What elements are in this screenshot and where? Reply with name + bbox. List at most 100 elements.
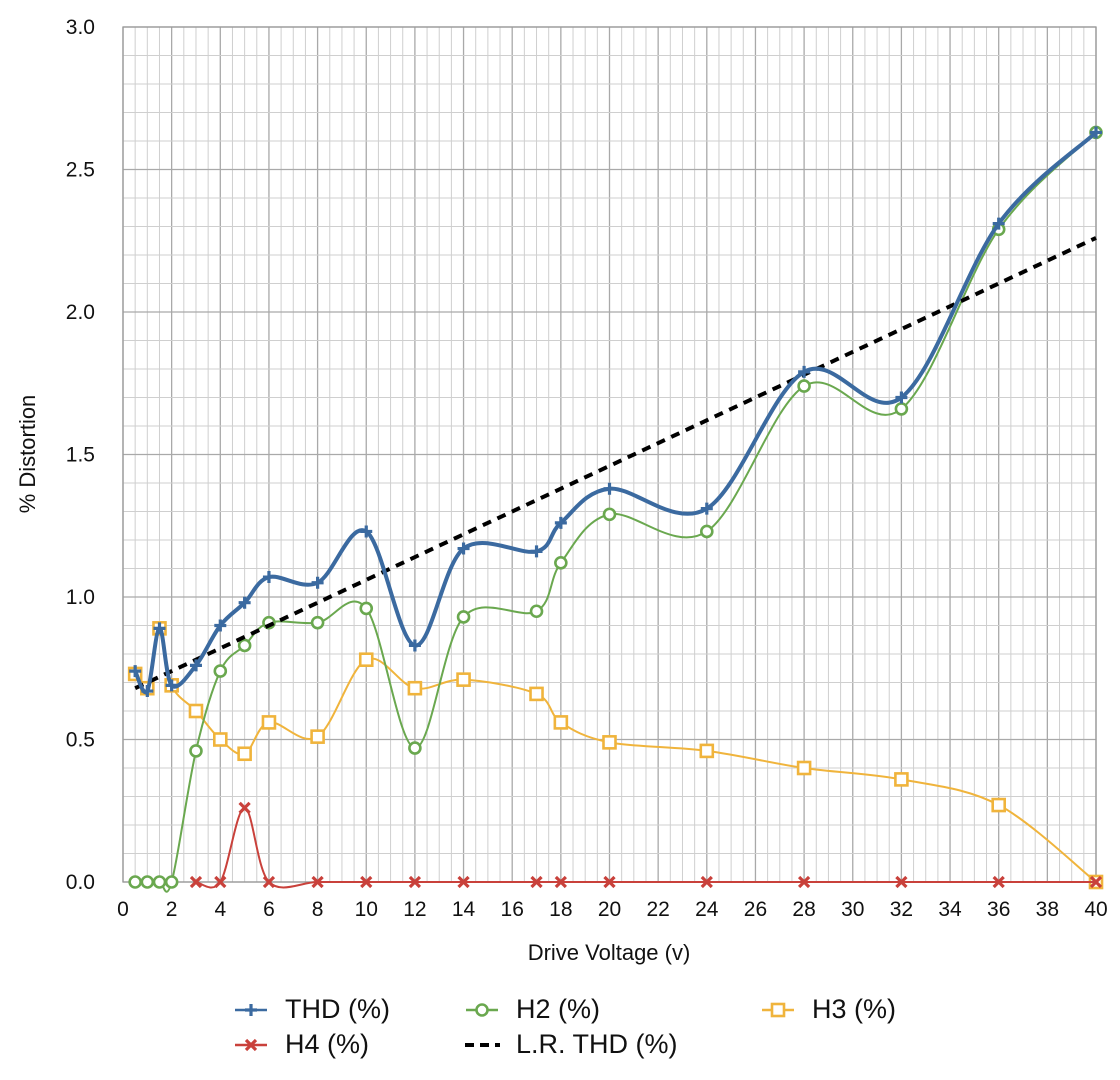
series-line-l-r-thd	[134, 236, 1097, 691]
data-point-h2	[310, 615, 325, 630]
y-tick-label: 2.0	[66, 301, 95, 324]
data-point-h3	[796, 760, 812, 776]
data-point-thd	[603, 482, 616, 495]
series-line-h3	[134, 627, 1097, 883]
data-point-h4	[238, 801, 251, 815]
data-point-h4	[408, 875, 422, 889]
data-point-h2	[554, 555, 568, 570]
data-point-h2	[602, 507, 617, 522]
data-point-h3	[699, 743, 715, 759]
data-point-h4	[189, 875, 203, 889]
data-point-h3	[991, 797, 1007, 813]
legend-label: THD (%)	[285, 994, 390, 1024]
x-tick-label: 16	[501, 898, 524, 921]
y-tick-label: 2.5	[66, 159, 95, 182]
data-point-h2	[128, 875, 142, 889]
data-point-h4	[457, 875, 470, 889]
data-point-h4	[214, 875, 227, 889]
x-tick-label: 34	[938, 898, 962, 921]
y-tick-label: 0.5	[66, 729, 95, 752]
data-point-thd	[238, 596, 251, 609]
data-point-thd	[262, 571, 275, 584]
legend-swatch-marker	[475, 1003, 489, 1017]
plus-icon	[235, 1004, 267, 1016]
data-point-h4	[603, 875, 616, 889]
legend-swatch-marker	[770, 1002, 786, 1018]
series-line-h2	[134, 131, 1097, 893]
data-point-thd	[554, 516, 567, 529]
y-tick-label: 1.0	[66, 586, 95, 609]
x-tick-label: 20	[598, 898, 621, 921]
data-point-thd	[895, 391, 908, 404]
x-icon	[235, 1038, 267, 1052]
x-tick-label: 2	[166, 898, 178, 921]
x-tick-label: 28	[792, 898, 815, 921]
data-point-h2	[152, 875, 167, 889]
x-tick-label: 6	[263, 898, 275, 921]
square-icon	[762, 1002, 794, 1018]
series-line-h4	[194, 806, 1097, 889]
data-point-h3	[894, 772, 909, 787]
data-point-h3	[602, 735, 617, 750]
data-point-h3	[310, 729, 325, 744]
y-axis-title: % Distortion	[15, 395, 40, 514]
data-point-h2	[699, 524, 714, 539]
data-point-h4	[262, 875, 276, 889]
data-point-h4	[311, 875, 324, 889]
series-thd	[129, 126, 1102, 698]
x-tick-label: 0	[117, 898, 129, 921]
data-point-thd	[992, 217, 1005, 230]
data-point-thd	[165, 679, 178, 692]
legend-swatch-marker	[245, 1004, 257, 1016]
data-point-thd	[153, 622, 166, 635]
data-point-thd	[798, 365, 811, 378]
plot-series	[127, 125, 1104, 893]
x-tick-label: 36	[987, 898, 1010, 921]
data-point-thd	[1090, 126, 1102, 139]
data-point-h3	[188, 703, 204, 719]
legend-swatch-marker	[244, 1038, 258, 1052]
x-tick-label: 12	[403, 898, 426, 921]
x-tick-label: 30	[841, 898, 864, 921]
legend-item: L.R. THD (%)	[465, 1029, 678, 1059]
y-tick-label: 3.0	[66, 16, 95, 39]
data-point-h2	[408, 741, 422, 755]
x-tick-label: 14	[452, 898, 476, 921]
legend-label: H3 (%)	[812, 994, 896, 1024]
data-point-h3	[358, 652, 374, 668]
legend-item: THD (%)	[235, 994, 390, 1024]
circle-icon	[466, 1003, 498, 1017]
series-h2	[128, 125, 1103, 893]
data-point-h3	[456, 672, 471, 687]
data-point-thd	[141, 685, 154, 698]
series-h4	[189, 801, 1103, 889]
data-point-h2	[237, 638, 252, 653]
data-point-h2	[213, 664, 228, 678]
legend-item: H3 (%)	[762, 994, 896, 1024]
x-tick-label: 4	[214, 898, 226, 921]
data-point-h3	[553, 715, 569, 730]
x-tick-label: 8	[312, 898, 324, 921]
axes: Drive Voltage (v) % Distortion 0 2 4 6 8 10 12…	[15, 16, 1108, 965]
data-point-h2	[456, 610, 471, 624]
data-point-h2	[189, 744, 203, 758]
data-point-thd	[408, 639, 421, 652]
x-tick-label: 40	[1084, 898, 1107, 921]
data-point-thd	[530, 545, 543, 558]
data-point-thd	[700, 502, 713, 515]
data-point-h2	[797, 379, 811, 393]
data-point-h2	[529, 604, 544, 619]
data-point-h4	[895, 875, 908, 889]
series-h3	[127, 621, 1104, 890]
x-tick-label: 38	[1036, 898, 1059, 921]
data-point-h3	[407, 680, 423, 696]
series-line-thd	[133, 130, 1098, 695]
grid	[122, 26, 1097, 883]
data-point-h3	[213, 732, 228, 747]
data-point-thd	[129, 665, 142, 678]
data-point-h4	[797, 875, 811, 889]
data-point-h2	[164, 875, 179, 889]
y-tick-label: 0.0	[66, 871, 95, 894]
x-tick-label: 10	[355, 898, 378, 921]
